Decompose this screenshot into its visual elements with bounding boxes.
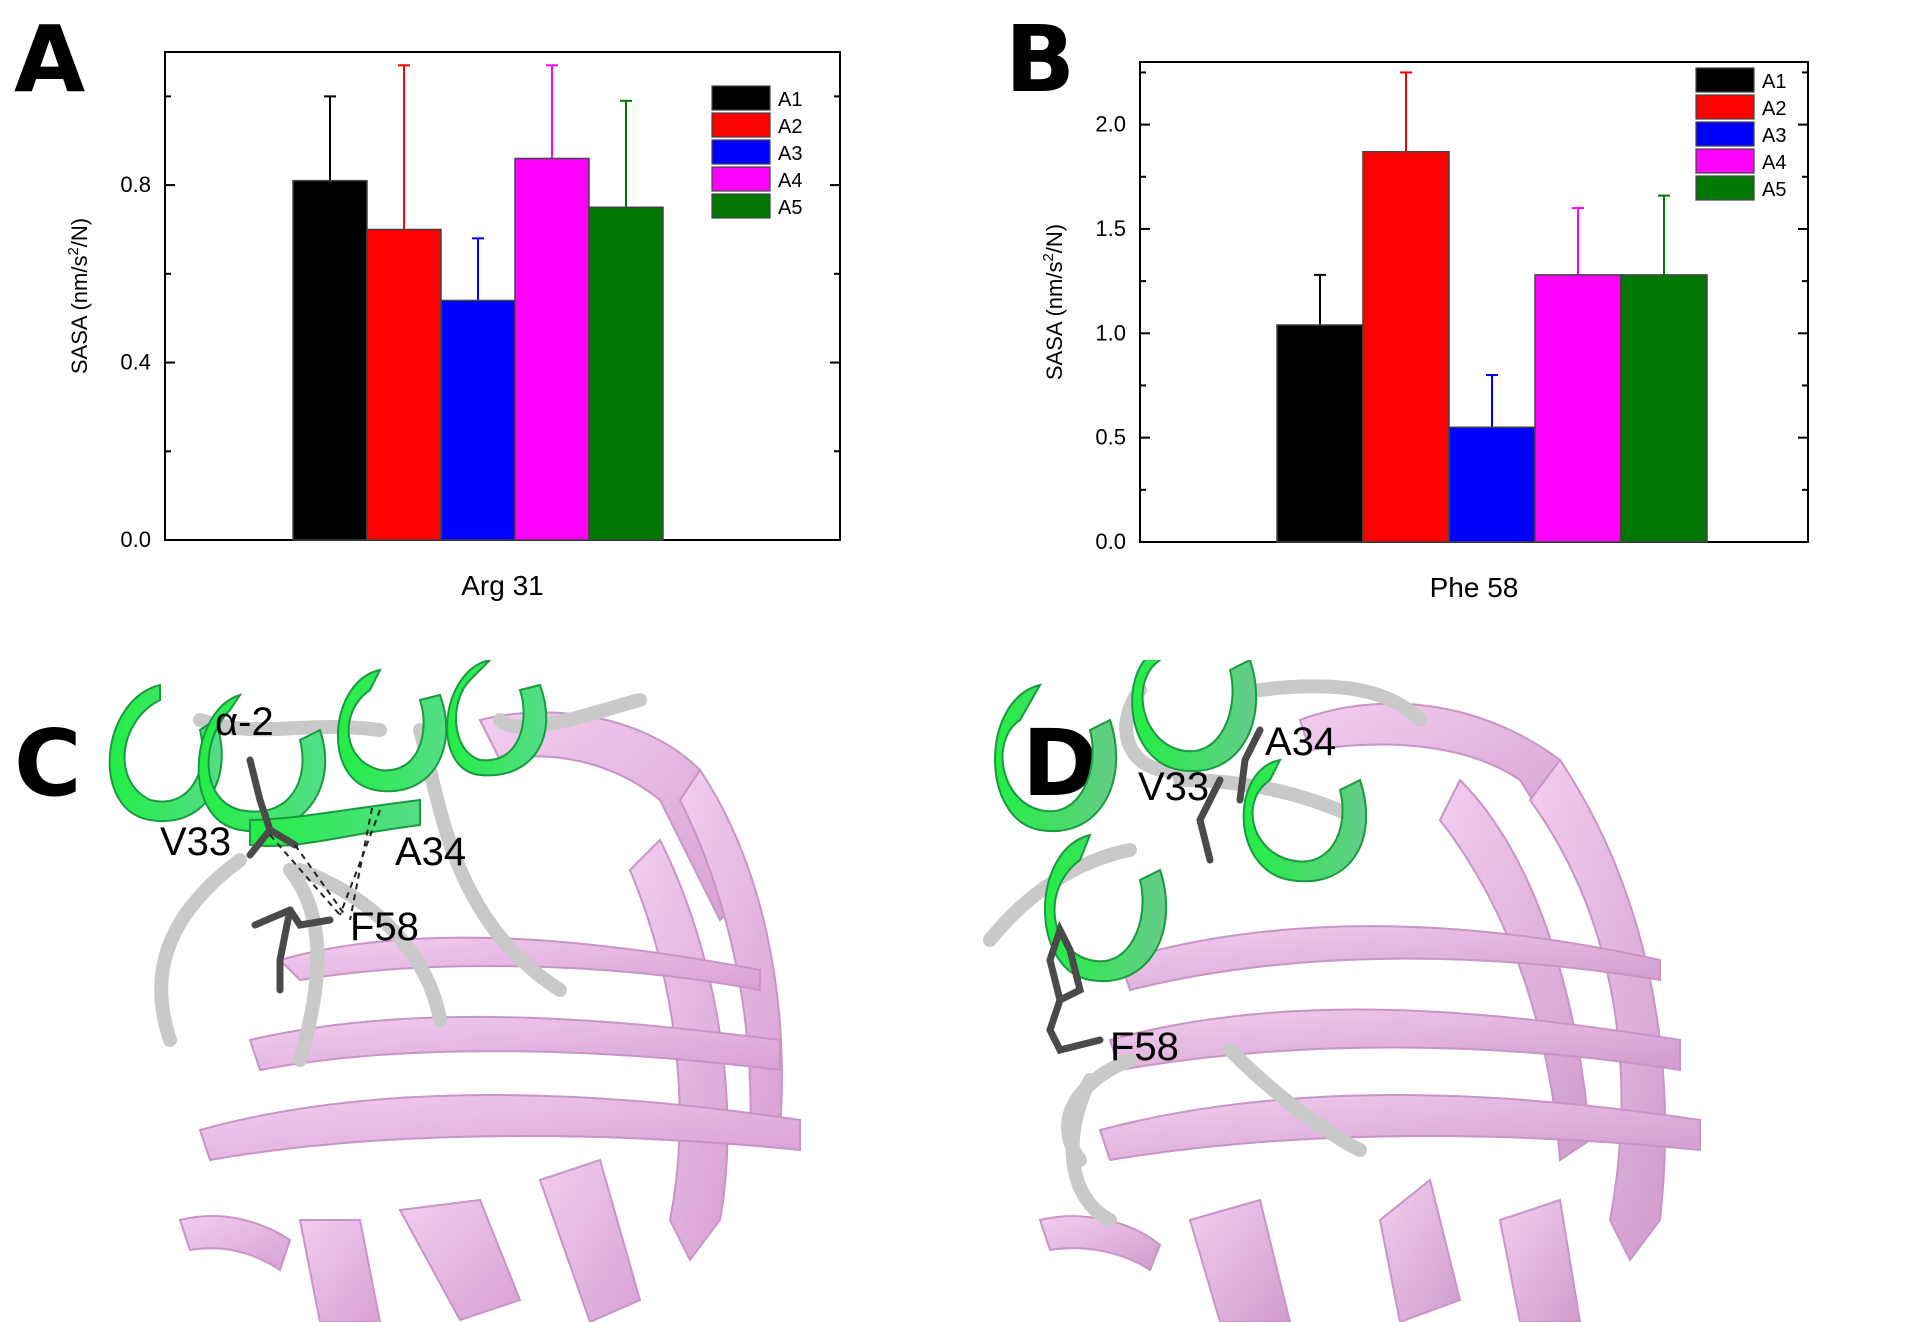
bar-a1 xyxy=(292,179,368,541)
legend-label-a1: A1 xyxy=(778,89,802,111)
bar-a2 xyxy=(1362,150,1450,543)
y-tick-label: 2.0 xyxy=(1095,112,1126,137)
beta-sheet-c xyxy=(178,711,801,1322)
legend-label-a4: A4 xyxy=(1762,152,1786,174)
y-axis-label: SASA (nm/s2/N) xyxy=(1040,224,1067,380)
side-chains-c xyxy=(246,756,334,994)
legend-label-a4: A4 xyxy=(778,170,802,192)
y-axis-label-main: SASA (nm/s xyxy=(1042,262,1067,381)
residue-label-f58-d: F58 xyxy=(1110,1025,1179,1069)
bar-a4 xyxy=(514,157,590,541)
y-axis-label-sup: 2 xyxy=(1040,253,1057,261)
legend-swatch-a4 xyxy=(1695,148,1755,174)
y-tick-label: 1.0 xyxy=(1095,320,1126,345)
chart-a-arg31: 0.0 0.4 0.8 SASA (nm/s2/N) Arg 31 A1 A2 A3 A4 A5 xyxy=(65,51,841,601)
bar-a2 xyxy=(366,228,442,541)
legend-swatch-a5 xyxy=(711,193,771,219)
legend-label-a5: A5 xyxy=(1762,179,1786,201)
x-axis-label: Arg 31 xyxy=(461,570,544,601)
bar-a5 xyxy=(588,206,664,541)
loops-c xyxy=(154,693,647,1067)
bar-a3 xyxy=(440,299,516,541)
protein-structure-c: α-2 V33 A34 F58 xyxy=(108,660,801,1322)
residue-label-f58-c: F58 xyxy=(350,905,419,949)
y-tick-label: 0.0 xyxy=(120,527,151,552)
panel-label-a: A xyxy=(14,6,86,113)
side-chains-d xyxy=(1046,726,1264,1055)
legend-swatch-a5 xyxy=(1695,175,1755,201)
y-axis-label-tail: /N) xyxy=(1042,224,1067,253)
y-axis-label-tail: /N) xyxy=(67,218,92,247)
legend-label-a5: A5 xyxy=(778,197,802,219)
helix-alpha2-c xyxy=(108,660,548,847)
panel-label-c: C xyxy=(14,710,82,817)
helix-label-c: α-2 xyxy=(215,700,274,744)
y-tick-label: 0.4 xyxy=(120,350,151,375)
chart-b-phe58: 0.0 0.5 1.0 1.5 2.0 SASA (nm/s2/N) Phe 58 A1 A2 A… xyxy=(1040,61,1809,603)
residue-label-a34-d: A34 xyxy=(1265,720,1336,764)
bar-a1 xyxy=(1276,324,1364,543)
legend-swatch-a3 xyxy=(1695,121,1755,147)
legend-label-a1: A1 xyxy=(1762,71,1786,93)
legend-swatch-a2 xyxy=(711,112,771,138)
beta-sheet-d xyxy=(1038,702,1701,1322)
legend-label-a3: A3 xyxy=(778,143,802,165)
x-axis-label: Phe 58 xyxy=(1430,572,1519,603)
y-axis-label: SASA (nm/s2/N) xyxy=(65,218,92,374)
y-axis-label-sup: 2 xyxy=(65,247,82,255)
legend-label-a2: A2 xyxy=(778,116,802,138)
contact-lines-c xyxy=(269,807,381,921)
y-axis-label-main: SASA (nm/s xyxy=(67,256,92,375)
legend-swatch-a1 xyxy=(1695,67,1755,93)
residue-label-v33-c: V33 xyxy=(160,820,231,864)
protein-structure-d: A34 V33 F58 xyxy=(983,660,1701,1322)
panel-label-b: B xyxy=(1005,6,1076,113)
y-tick-label: 0.5 xyxy=(1095,425,1126,450)
bar-a3 xyxy=(1448,426,1536,543)
legend-swatch-a2 xyxy=(1695,94,1755,120)
y-tick-label: 0.8 xyxy=(120,172,151,197)
legend-label-a3: A3 xyxy=(1762,125,1786,147)
y-tick-label: 0.0 xyxy=(1095,529,1126,554)
legend-swatch-a1 xyxy=(711,85,771,111)
legend-swatch-a3 xyxy=(711,139,771,165)
legend-swatch-a4 xyxy=(711,166,771,192)
legend-label-a2: A2 xyxy=(1762,98,1786,120)
residue-label-v33-d: V33 xyxy=(1138,765,1209,809)
residue-label-a34-c: A34 xyxy=(395,830,466,874)
y-tick-label: 1.5 xyxy=(1095,216,1126,241)
bar-a4 xyxy=(1534,274,1622,543)
bar-a5 xyxy=(1620,274,1708,543)
